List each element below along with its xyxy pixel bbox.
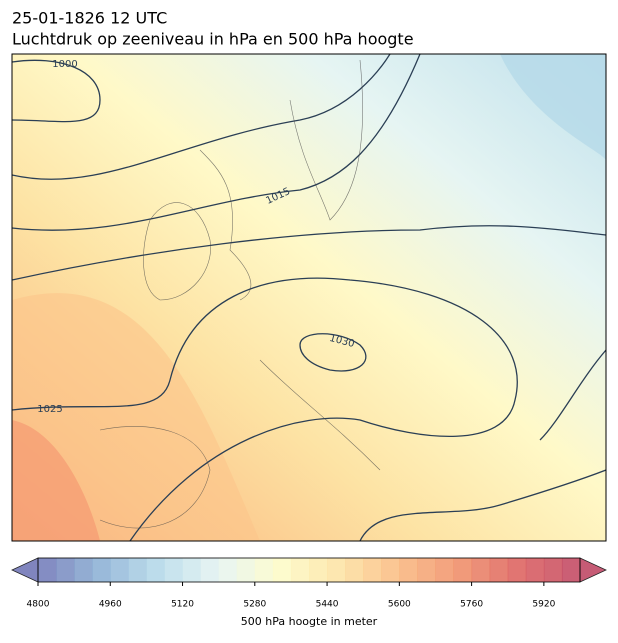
colorbar-segment <box>561 558 581 582</box>
colorbar-segment <box>254 558 274 582</box>
subtitle: Luchtdruk op zeeniveau in hPa en 500 hPa… <box>12 30 414 49</box>
colorbar-tick-label: 5760 <box>460 600 483 610</box>
colorbar-segment <box>327 558 346 582</box>
colorbar-segment <box>56 558 75 582</box>
colorbar-tick-label: 5600 <box>388 600 411 610</box>
colorbar-segment <box>218 558 238 582</box>
colorbar-segment <box>92 558 111 582</box>
colorbar-segment <box>543 558 563 582</box>
colorbar-segment <box>146 558 165 582</box>
colorbar-segment <box>74 558 93 582</box>
colorbar-tick-label: 5120 <box>171 600 194 610</box>
colorbar-segment <box>471 558 491 582</box>
colorbar-segment <box>363 558 382 582</box>
isobar-label: 1000 <box>52 59 77 70</box>
colorbar-segment <box>182 558 202 582</box>
colorbar-label: 500 hPa hoogte in meter <box>241 615 378 628</box>
colorbar-frame <box>37 557 581 583</box>
isobar-label: 1025 <box>37 404 62 415</box>
colorbar-tick-label: 5920 <box>532 600 555 610</box>
colorbar-segment <box>200 558 220 582</box>
height-field <box>500 54 606 160</box>
map: 1000 1015 1025 1030 <box>12 54 606 541</box>
height-field <box>12 420 100 541</box>
colorbar-segment <box>38 558 57 582</box>
colorbar-extend-low <box>11 557 39 583</box>
map-frame <box>11 53 607 542</box>
isobars <box>12 54 606 541</box>
colorbar-segment <box>489 558 509 582</box>
colorbar-segment <box>164 558 184 582</box>
colorbar-segment <box>507 558 527 582</box>
colorbar-tick-label: 5440 <box>316 600 339 610</box>
colorbar-tick-label: 4960 <box>99 600 122 610</box>
colorbar-segment <box>399 558 418 582</box>
colorbar-segment <box>525 558 545 582</box>
colorbar-extend-high <box>579 557 607 583</box>
title: 25-01-1826 12 UTC <box>12 9 167 28</box>
colorbar-segment <box>128 558 147 582</box>
colorbar-segment <box>290 558 310 582</box>
colorbar-segment <box>309 558 328 582</box>
colorbar-segment <box>345 558 364 582</box>
colorbar-tick-label: 4800 <box>27 600 50 610</box>
colorbar-tick-label: 5280 <box>243 600 266 610</box>
colorbar: 4800 4960 5120 5280 5440 5600 5760 5920 <box>11 557 607 610</box>
colorbar-segment <box>435 558 455 582</box>
colorbar-segment <box>417 558 436 582</box>
colorbar-segment <box>272 558 292 582</box>
coastlines <box>99 59 381 529</box>
colorbar-segment <box>453 558 473 582</box>
colorbar-segment <box>236 558 256 582</box>
colorbar-segment <box>381 558 400 582</box>
colorbar-segment <box>110 558 129 582</box>
